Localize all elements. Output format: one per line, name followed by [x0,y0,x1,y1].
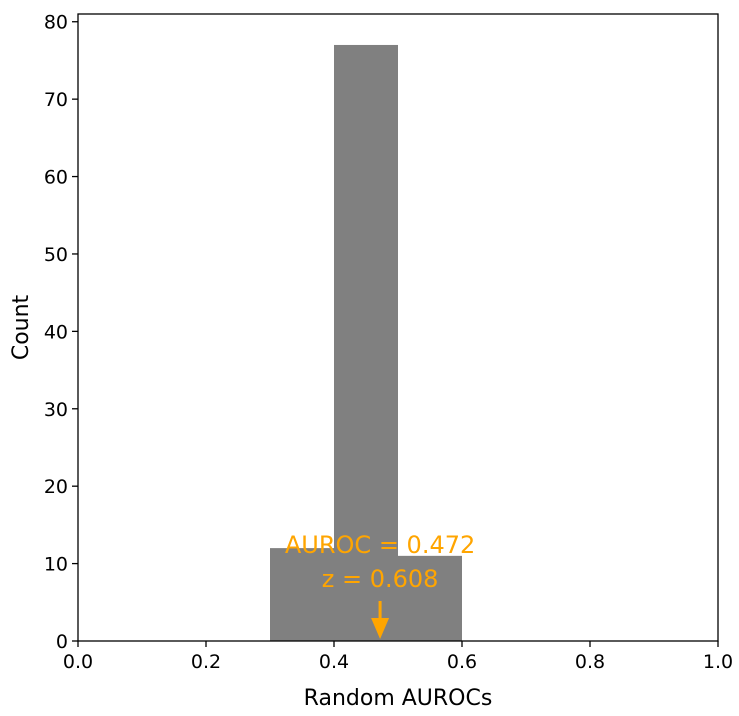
y-tick-label: 20 [44,476,68,498]
annotation-arrow-icon [371,618,390,639]
annotation-z-text: z = 0.608 [322,565,439,593]
y-tick-label: 80 [44,12,68,34]
y-tick-label: 40 [44,321,68,343]
y-axis-label: Count [9,294,34,360]
y-tick-label: 50 [44,244,68,266]
x-tick-label: 0.4 [319,651,349,673]
x-tick-label: 0.6 [447,651,477,673]
x-tick-label: 1.0 [703,651,733,673]
x-tick-label: 0.8 [575,651,605,673]
plot-frame [77,13,719,642]
y-tick-label: 0 [56,631,68,653]
histogram-bar-1 [334,44,398,642]
y-axis-ticks: 0 10 20 30 40 50 60 70 80 [44,12,78,653]
histogram-bar-2 [398,555,462,641]
y-tick-label: 10 [44,554,68,576]
x-tick-label: 0.2 [191,651,221,673]
x-tick-label: 0.0 [63,651,93,673]
histogram-bar-0 [270,548,334,641]
y-tick-label: 60 [44,167,68,189]
bars-layer [270,44,462,642]
x-axis-label: Random AUROCs [304,686,493,711]
y-tick-label: 30 [44,399,68,421]
x-axis-ticks: 0.0 0.2 0.4 0.6 0.8 1.0 [63,641,733,673]
y-tick-label: 70 [44,89,68,111]
annotation-layer: AUROC = 0.472 z = 0.608 [285,531,475,639]
annotation-auroc-text: AUROC = 0.472 [285,531,475,559]
